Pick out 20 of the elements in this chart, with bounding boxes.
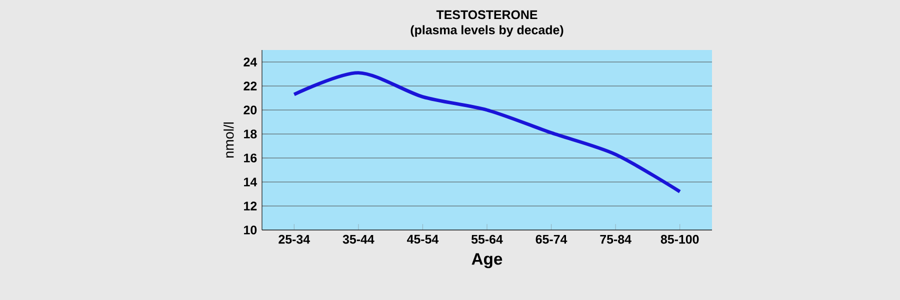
y-tick-label: 22 bbox=[244, 82, 257, 90]
y-tick-label: 18 bbox=[244, 130, 257, 138]
x-tick-label: 25-34 bbox=[278, 234, 310, 244]
chart-subtitle: (plasma levels by decade) bbox=[410, 25, 564, 37]
y-axis-title: nmol/l bbox=[224, 122, 234, 158]
y-tick-label: 24 bbox=[244, 58, 258, 66]
x-tick-label: 65-74 bbox=[536, 234, 568, 244]
x-tick-label: 55-64 bbox=[471, 234, 503, 244]
y-tick-label: 12 bbox=[244, 202, 257, 210]
chart-title: TESTOSTERONE bbox=[436, 10, 538, 20]
y-tick-label: 14 bbox=[244, 178, 258, 186]
x-axis-title: Age bbox=[472, 253, 502, 268]
y-tick-label: 10 bbox=[244, 226, 257, 234]
y-tick-label: 16 bbox=[244, 154, 257, 162]
x-tick-label: 75-84 bbox=[600, 234, 632, 244]
line-series bbox=[292, 71, 682, 194]
x-tick-label: 85-100 bbox=[660, 234, 699, 244]
x-tick-label: 45-54 bbox=[406, 234, 439, 244]
x-tick-label: 35-44 bbox=[342, 234, 374, 244]
y-tick-label: 20 bbox=[244, 106, 257, 114]
